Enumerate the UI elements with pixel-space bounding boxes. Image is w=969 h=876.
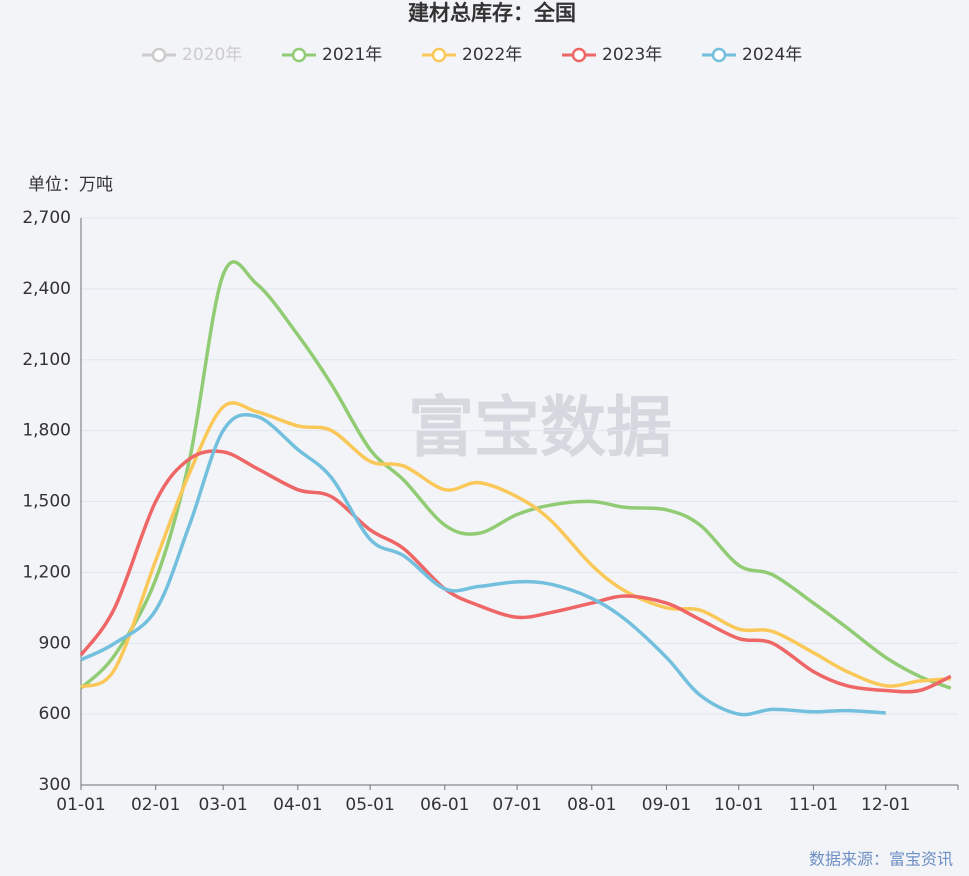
y-tick-label: 900 xyxy=(39,633,71,653)
y-tick-label: 1,200 xyxy=(22,562,71,582)
legend-label: 2022年 xyxy=(462,45,522,65)
x-tick-label: 08-01 xyxy=(567,795,616,815)
y-tick-label: 1,500 xyxy=(22,492,71,512)
y-tick-label: 2,400 xyxy=(22,279,71,299)
x-tick-label: 10-01 xyxy=(714,795,763,815)
y-tick-label: 2,700 xyxy=(22,208,71,228)
legend-marker xyxy=(431,47,447,63)
legend-label: 2024年 xyxy=(742,45,802,65)
x-tick-label: 05-01 xyxy=(345,795,394,815)
series-line xyxy=(80,413,886,717)
series-line xyxy=(79,449,952,694)
x-tick-label: 09-01 xyxy=(642,795,691,815)
y-tick-label: 2,100 xyxy=(22,350,71,370)
x-tick-label: 02-01 xyxy=(131,795,180,815)
legend-label: 2023年 xyxy=(602,45,662,65)
legend-label: 2020年 xyxy=(182,45,242,65)
series-line xyxy=(80,401,951,689)
unit-label: 单位：万吨 xyxy=(28,175,113,195)
x-tick-label: 12-01 xyxy=(861,795,910,815)
watermark: 富宝数据 xyxy=(408,389,672,466)
y-tick-label: 600 xyxy=(39,704,71,724)
x-tick-label: 11-01 xyxy=(789,795,838,815)
source: 数据来源：富宝资讯 xyxy=(809,850,953,869)
y-tick-label: 1,800 xyxy=(22,421,71,441)
series-line xyxy=(79,260,952,690)
y-tick-label: 300 xyxy=(39,775,71,795)
x-tick-label: 04-01 xyxy=(273,795,322,815)
legend-marker xyxy=(711,47,727,63)
legend-label: 2021年 xyxy=(322,45,382,65)
chart-title: 建材总库存：全国 xyxy=(408,1,576,25)
legend-marker xyxy=(151,47,167,63)
legend-marker xyxy=(571,47,587,63)
legend-marker xyxy=(291,47,307,63)
x-tick-label: 07-01 xyxy=(492,795,541,815)
x-tick-label: 03-01 xyxy=(198,795,247,815)
x-tick-label: 06-01 xyxy=(420,795,469,815)
x-tick-label: 01-01 xyxy=(56,795,105,815)
